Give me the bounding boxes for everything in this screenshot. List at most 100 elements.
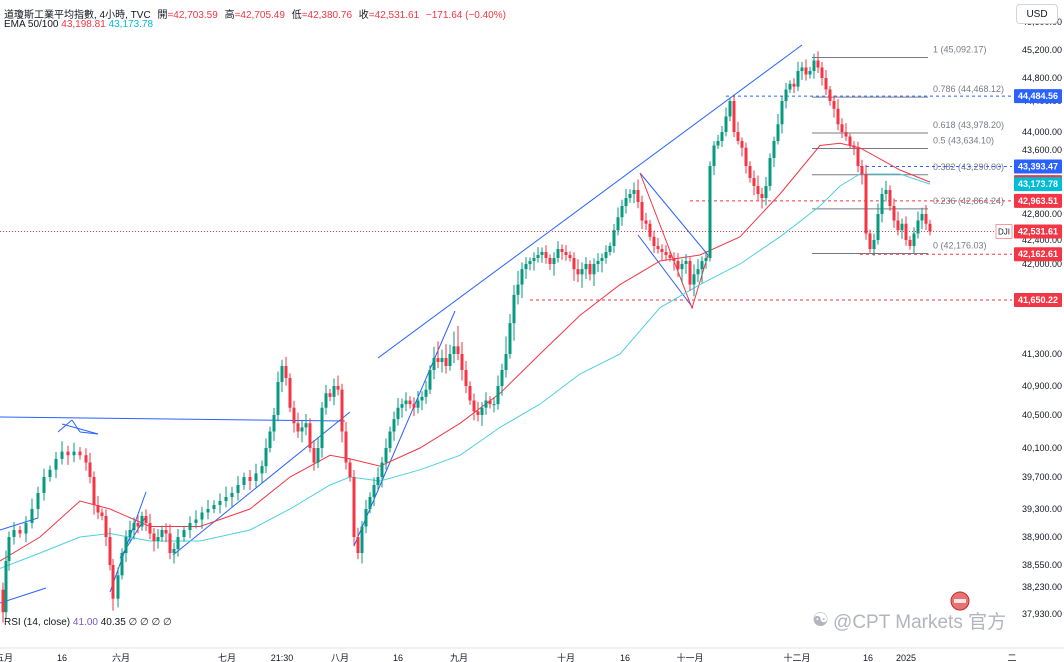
candle[interactable] (108, 537, 112, 565)
candle[interactable] (844, 132, 848, 137)
candle[interactable] (764, 186, 768, 198)
candle[interactable] (140, 516, 144, 527)
candle[interactable] (4, 561, 8, 613)
candle[interactable] (48, 469, 52, 477)
candle[interactable] (736, 132, 740, 141)
candle[interactable] (740, 141, 744, 148)
trendline[interactable] (61, 423, 99, 435)
candle[interactable] (464, 370, 468, 386)
candle[interactable] (276, 382, 280, 415)
candle[interactable] (348, 462, 352, 478)
ema50-line[interactable] (0, 142, 931, 562)
candle[interactable] (592, 264, 596, 275)
candle[interactable] (432, 358, 436, 370)
candle[interactable] (160, 530, 164, 537)
candle[interactable] (692, 274, 696, 285)
candle[interactable] (724, 116, 728, 133)
candle[interactable] (580, 269, 584, 275)
candle[interactable] (668, 255, 672, 258)
candle[interactable] (744, 147, 748, 166)
candle[interactable] (380, 462, 384, 478)
candle[interactable] (652, 236, 656, 246)
candle[interactable] (700, 261, 704, 270)
candle[interactable] (360, 526, 364, 554)
candle[interactable] (392, 419, 396, 432)
candle[interactable] (756, 186, 760, 194)
candle[interactable] (296, 423, 300, 432)
candle[interactable] (588, 264, 592, 275)
candle[interactable] (88, 462, 92, 478)
candle[interactable] (424, 389, 428, 397)
candle[interactable] (308, 423, 312, 448)
candle[interactable] (264, 448, 268, 467)
candle[interactable] (748, 166, 752, 178)
trendline[interactable] (0, 416, 346, 422)
candle[interactable] (528, 261, 532, 264)
candle[interactable] (66, 451, 70, 456)
candle[interactable] (632, 190, 636, 194)
candle[interactable] (784, 89, 788, 102)
candle[interactable] (388, 431, 392, 449)
candle[interactable] (376, 477, 380, 485)
candle[interactable] (476, 411, 480, 415)
candle[interactable] (152, 533, 156, 542)
candle[interactable] (472, 400, 476, 412)
candle[interactable] (448, 354, 452, 366)
price-label[interactable] (1014, 193, 1062, 208)
candle[interactable] (372, 485, 376, 497)
candle[interactable] (620, 206, 624, 218)
trendline[interactable] (71, 419, 81, 433)
candle[interactable] (92, 477, 96, 505)
candle[interactable] (12, 530, 16, 537)
candle[interactable] (788, 83, 792, 90)
candle[interactable] (804, 67, 808, 75)
candle[interactable] (188, 523, 192, 530)
candle[interactable] (920, 214, 924, 221)
price-label[interactable] (1014, 177, 1062, 192)
price-label[interactable] (1014, 247, 1062, 262)
candle[interactable] (636, 190, 640, 202)
candle[interactable] (332, 386, 336, 397)
candle[interactable] (628, 194, 632, 198)
candle[interactable] (676, 261, 680, 270)
trendline[interactable] (109, 491, 147, 593)
candle[interactable] (704, 258, 708, 261)
candle[interactable] (716, 141, 720, 146)
candle[interactable] (888, 190, 892, 206)
candle[interactable] (284, 366, 288, 378)
candle[interactable] (111, 565, 115, 599)
candle[interactable] (420, 396, 424, 401)
trendline[interactable] (639, 172, 709, 256)
candle[interactable] (36, 493, 40, 509)
candle[interactable] (200, 512, 204, 520)
price-label[interactable] (1014, 292, 1062, 307)
trendline[interactable] (637, 234, 694, 309)
candle[interactable] (520, 269, 524, 285)
candle[interactable] (732, 101, 736, 132)
candle[interactable] (352, 477, 356, 537)
candle[interactable] (684, 261, 688, 264)
candle[interactable] (84, 455, 88, 463)
candle[interactable] (408, 400, 412, 405)
candle[interactable] (656, 246, 660, 249)
candle[interactable] (688, 261, 692, 285)
candle[interactable] (820, 67, 824, 79)
candle[interactable] (72, 451, 76, 456)
pattern-outline[interactable] (639, 172, 709, 310)
candle[interactable] (608, 246, 612, 252)
candle[interactable] (924, 214, 928, 224)
candle[interactable] (128, 530, 132, 537)
price-label[interactable] (1014, 224, 1062, 239)
candle[interactable] (916, 220, 920, 234)
candle[interactable] (560, 249, 564, 252)
candle[interactable] (612, 230, 616, 246)
candle[interactable] (260, 466, 264, 474)
candle[interactable] (24, 523, 28, 534)
candle[interactable] (776, 124, 780, 141)
candle[interactable] (54, 458, 58, 470)
trendline[interactable] (377, 44, 803, 359)
candle[interactable] (500, 370, 504, 386)
candle[interactable] (508, 323, 512, 354)
candle[interactable] (904, 223, 908, 240)
